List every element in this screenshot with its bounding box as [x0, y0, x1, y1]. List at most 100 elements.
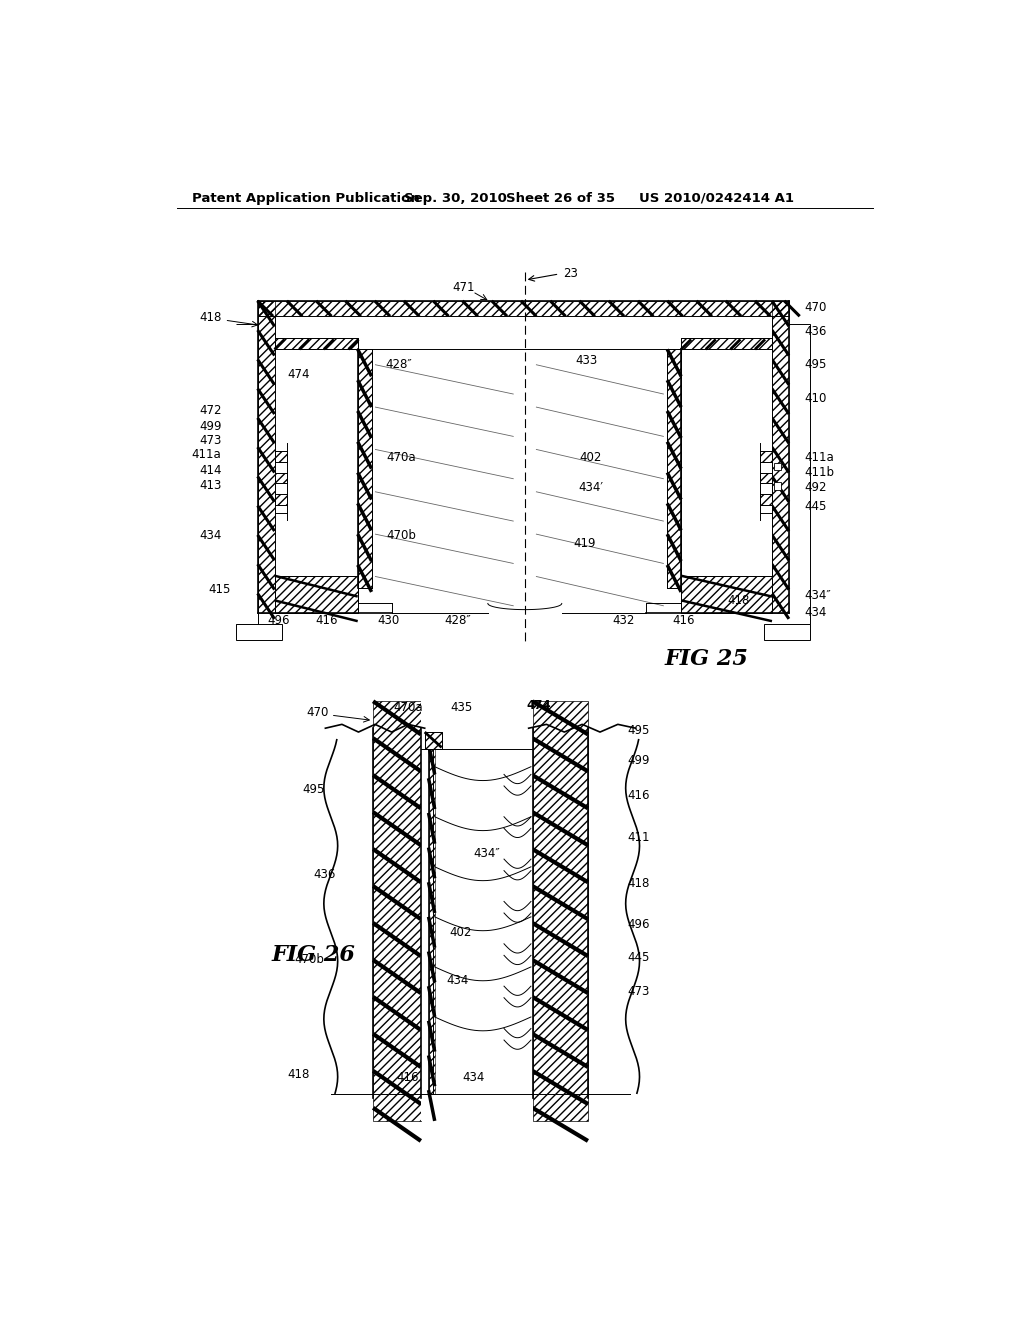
- Text: 415: 415: [208, 583, 230, 597]
- Polygon shape: [237, 323, 258, 624]
- Text: 470: 470: [804, 301, 826, 314]
- Bar: [274, 451, 287, 462]
- Bar: [773, 482, 781, 490]
- Text: 411b: 411b: [804, 466, 835, 479]
- Text: 435: 435: [451, 701, 473, 714]
- Bar: [681, 576, 772, 612]
- Text: 434: 434: [446, 974, 469, 987]
- Text: 470a: 470a: [387, 450, 417, 463]
- Text: 472: 472: [199, 404, 221, 417]
- Bar: [532, 701, 588, 1121]
- Bar: [772, 301, 788, 612]
- Bar: [258, 301, 274, 612]
- Text: 495: 495: [303, 783, 325, 796]
- Bar: [760, 451, 772, 462]
- Bar: [311, 701, 649, 1121]
- Bar: [760, 451, 772, 462]
- Bar: [681, 576, 772, 612]
- Bar: [274, 576, 357, 612]
- Text: 411a: 411a: [804, 450, 835, 463]
- Bar: [668, 350, 681, 589]
- Polygon shape: [788, 323, 810, 624]
- Polygon shape: [764, 624, 810, 640]
- Text: Sep. 30, 2010: Sep. 30, 2010: [403, 191, 507, 205]
- Text: 473: 473: [628, 985, 649, 998]
- Text: 402: 402: [449, 925, 471, 939]
- Text: 495: 495: [628, 723, 649, 737]
- Text: 434: 434: [804, 606, 826, 619]
- Text: 492: 492: [804, 482, 826, 495]
- Bar: [421, 701, 532, 1121]
- Bar: [668, 350, 681, 589]
- Text: 418: 418: [728, 594, 750, 607]
- Text: 419: 419: [573, 537, 596, 550]
- Bar: [373, 701, 421, 1121]
- Text: US 2010/0242414 A1: US 2010/0242414 A1: [639, 191, 794, 205]
- Text: Patent Application Publication: Patent Application Publication: [193, 191, 420, 205]
- Text: 428″: 428″: [444, 614, 471, 627]
- Bar: [274, 473, 287, 483]
- Text: 433: 433: [575, 354, 598, 367]
- Text: 411: 411: [628, 832, 649, 843]
- Text: 470b: 470b: [295, 953, 325, 966]
- Bar: [429, 743, 435, 1094]
- Bar: [274, 338, 357, 350]
- Text: 499: 499: [199, 420, 221, 433]
- Text: 436: 436: [804, 325, 826, 338]
- Text: 436: 436: [313, 869, 336, 880]
- Text: 499: 499: [628, 754, 649, 767]
- Bar: [258, 301, 788, 612]
- Text: 411a: 411a: [191, 447, 221, 461]
- Bar: [274, 338, 357, 350]
- Text: Sheet 26 of 35: Sheet 26 of 35: [506, 191, 614, 205]
- Bar: [760, 494, 772, 506]
- Text: 496: 496: [267, 614, 290, 627]
- Text: 430: 430: [378, 614, 399, 627]
- Text: FIG 25: FIG 25: [665, 648, 749, 671]
- Text: 428″: 428″: [385, 358, 412, 371]
- Bar: [274, 494, 287, 506]
- Bar: [760, 473, 772, 483]
- Polygon shape: [237, 624, 283, 640]
- Text: 413: 413: [199, 479, 221, 492]
- Text: 416: 416: [628, 789, 649, 803]
- Text: 474: 474: [526, 698, 551, 711]
- Text: 496: 496: [628, 917, 649, 931]
- Bar: [274, 473, 287, 483]
- Text: 418: 418: [628, 878, 649, 890]
- Text: 23: 23: [563, 267, 579, 280]
- Bar: [274, 317, 772, 612]
- Bar: [681, 338, 772, 350]
- Bar: [532, 701, 588, 1121]
- Text: 418: 418: [288, 1068, 309, 1081]
- Text: 416: 416: [315, 614, 338, 627]
- Bar: [773, 462, 781, 470]
- Text: 416: 416: [672, 614, 694, 627]
- Text: 418: 418: [199, 312, 221, 325]
- Text: 402: 402: [580, 450, 602, 463]
- Bar: [425, 733, 441, 748]
- Text: 432: 432: [612, 614, 635, 627]
- Text: 434: 434: [462, 1071, 484, 1084]
- Text: 470a: 470a: [393, 701, 423, 714]
- Bar: [760, 494, 772, 506]
- Text: 445: 445: [628, 952, 649, 964]
- Text: 495: 495: [804, 358, 826, 371]
- Text: 410: 410: [804, 392, 826, 405]
- Bar: [760, 473, 772, 483]
- Bar: [772, 301, 788, 612]
- Text: 471: 471: [452, 281, 474, 294]
- Bar: [274, 576, 357, 612]
- Text: 414: 414: [199, 463, 221, 477]
- Text: 470: 470: [307, 706, 330, 719]
- Text: 473: 473: [199, 434, 221, 446]
- Text: 470b: 470b: [387, 529, 417, 543]
- Bar: [274, 451, 287, 462]
- Bar: [258, 301, 788, 317]
- Bar: [258, 301, 274, 612]
- Text: 434″: 434″: [473, 847, 500, 861]
- Bar: [373, 701, 421, 1121]
- Bar: [357, 350, 372, 589]
- Text: 445: 445: [804, 500, 826, 513]
- Bar: [425, 733, 441, 748]
